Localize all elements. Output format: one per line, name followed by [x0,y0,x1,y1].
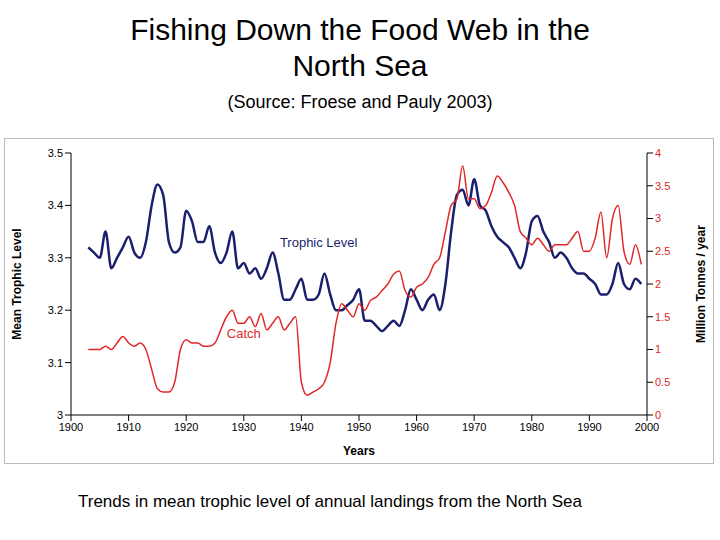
svg-text:3.1: 3.1 [48,357,63,369]
svg-text:Catch: Catch [227,326,261,341]
svg-text:0: 0 [655,409,661,421]
svg-text:1920: 1920 [174,421,198,433]
svg-text:3.5: 3.5 [48,147,63,159]
svg-text:1900: 1900 [59,421,83,433]
svg-text:2000: 2000 [635,421,659,433]
svg-text:Mean Trophic Level: Mean Trophic Level [10,228,24,339]
html-text:Fishing Down the Food Web in t: Fishing Down the Food Web in the North S… [130,13,590,82]
svg-text:2.5: 2.5 [655,245,670,257]
svg-text:2: 2 [655,278,661,290]
svg-text:3: 3 [655,212,661,224]
svg-text:1950: 1950 [347,421,371,433]
svg-text:1980: 1980 [520,421,544,433]
svg-text:3.4: 3.4 [48,199,63,211]
svg-text:0.5: 0.5 [655,376,670,388]
svg-text:1990: 1990 [577,421,601,433]
svg-text:3: 3 [57,409,63,421]
svg-text:Trophic Level: Trophic Level [280,235,358,250]
svg-text:3.3: 3.3 [48,252,63,264]
svg-text:3.5: 3.5 [655,180,670,192]
svg-text:4: 4 [655,147,661,159]
svg-text:1: 1 [655,343,661,355]
svg-text:Years: Years [343,444,375,458]
svg-text:1910: 1910 [116,421,140,433]
html-text:Trends in mean trophic level o: Trends in mean trophic level of annual l… [78,492,582,511]
svg-text:3.2: 3.2 [48,304,63,316]
svg-text:1970: 1970 [462,421,486,433]
svg-text:Million Tonnes / year: Million Tonnes / year [694,225,708,343]
html-text:(Source: Froese and Pauly 2003: (Source: Froese and Pauly 2003) [227,92,493,112]
svg-text:1960: 1960 [404,421,428,433]
svg-text:1930: 1930 [232,421,256,433]
svg-text:1940: 1940 [289,421,313,433]
svg-text:1.5: 1.5 [655,311,670,323]
